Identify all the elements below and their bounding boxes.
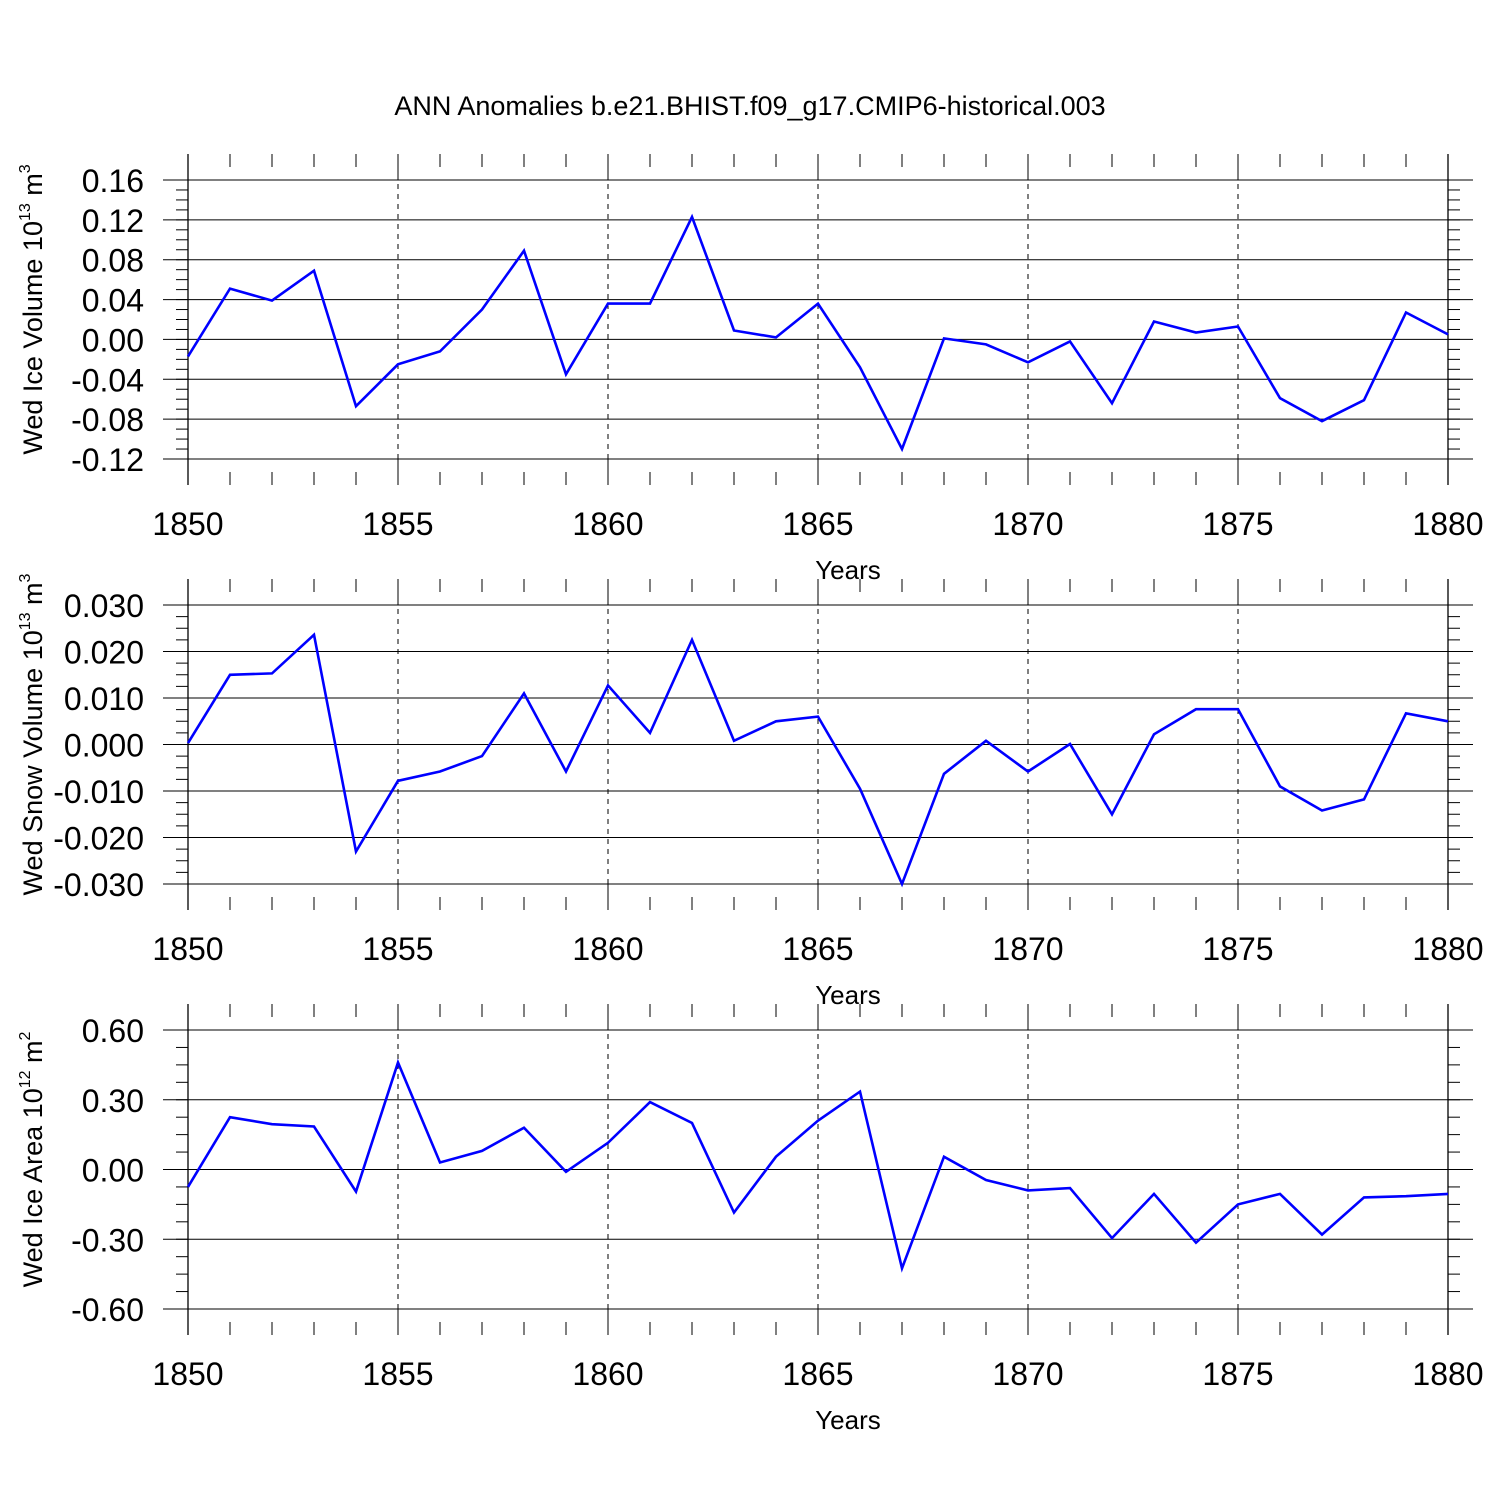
y-tick-label: 0.08: [82, 243, 144, 279]
y-tick-label: -0.04: [71, 362, 144, 398]
series-line: [186, 1058, 1449, 1273]
x-tick-label: 1855: [362, 1356, 433, 1392]
y-tick-label: -0.60: [71, 1292, 144, 1328]
y-tick-label: -0.030: [53, 867, 144, 903]
x-axis-label: Years: [815, 1405, 881, 1435]
x-tick-label: 1860: [572, 506, 643, 542]
x-tick-label: 1875: [1202, 506, 1273, 542]
y-tick-label: 0.000: [64, 728, 144, 764]
x-tick-label: 1850: [152, 506, 223, 542]
y-tick-label: 0.04: [82, 283, 144, 319]
y-axis-label-main: Wed Ice Volume 10: [18, 221, 48, 455]
x-tick-label: 1880: [1412, 506, 1483, 542]
y-axis-label-unit: m: [18, 173, 48, 203]
y-tick-label: 0.16: [82, 163, 144, 199]
x-tick-label: 1860: [572, 931, 643, 967]
x-tick-label: 1870: [992, 931, 1063, 967]
y-axis-label-exponent: 13: [17, 203, 34, 221]
x-tick-label: 1865: [782, 931, 853, 967]
x-axis-label: Years: [815, 555, 881, 585]
y-tick-label: 0.020: [64, 635, 144, 671]
x-tick-label: 1880: [1412, 931, 1483, 967]
y-axis-label-unit-exponent: 3: [17, 164, 34, 173]
x-tick-label: 1875: [1202, 1356, 1273, 1392]
x-tick-label: 1880: [1412, 1356, 1483, 1392]
y-axis-label-unit-exponent: 2: [17, 1031, 34, 1040]
x-tick-label: 1850: [152, 1356, 223, 1392]
y-axis-label-unit: m: [18, 582, 48, 612]
y-tick-label: 0.010: [64, 681, 144, 717]
chart-title: ANN Anomalies b.e21.BHIST.f09_g17.CMIP6-…: [394, 91, 1105, 121]
y-axis-label: Wed Snow Volume 1013 m3: [17, 573, 48, 895]
y-tick-label: -0.020: [53, 821, 144, 857]
y-tick-label: -0.010: [53, 774, 144, 810]
x-axis-label: Years: [815, 980, 881, 1010]
y-tick-label: 0.00: [82, 322, 144, 358]
x-tick-label: 1870: [992, 506, 1063, 542]
x-tick-label: 1870: [992, 1356, 1063, 1392]
y-tick-label: 0.12: [82, 203, 144, 239]
x-tick-label: 1865: [782, 1356, 853, 1392]
panel-ice-area: -0.60 -0.30 0.00 0.30 0.60 1850 1855 1860 1865 18…: [17, 1004, 1484, 1435]
x-tick-label: 1860: [572, 1356, 643, 1392]
y-axis-label-unit-exponent: 3: [17, 573, 34, 582]
panel-ice-volume: -0.12 -0.08 -0.04 0.000.04 0.08 0.12 0.16 1850 1…: [17, 154, 1484, 585]
series-line: [186, 632, 1449, 888]
y-tick-label: -0.30: [71, 1222, 144, 1258]
y-axis-label-main: Wed Snow Volume 10: [18, 630, 48, 895]
x-tick-label: 1875: [1202, 931, 1273, 967]
y-tick-label: 0.30: [82, 1083, 144, 1119]
x-tick-label: 1865: [782, 506, 853, 542]
x-tick-label: 1850: [152, 931, 223, 967]
x-tick-label: 1855: [362, 506, 433, 542]
y-axis-label-main: Wed Ice Area 10: [18, 1088, 48, 1287]
y-axis-label-exponent: 13: [17, 612, 34, 630]
y-axis-label-exponent: 12: [17, 1070, 34, 1088]
x-tick-label: 1855: [362, 931, 433, 967]
y-tick-label: 0.030: [64, 588, 144, 624]
y-tick-label: -0.08: [71, 402, 144, 438]
y-axis-label: Wed Ice Area 1012 m2: [17, 1031, 48, 1287]
y-tick-label: -0.12: [71, 442, 144, 478]
series-line: [186, 213, 1449, 453]
y-tick-label: 0.60: [82, 1013, 144, 1049]
panel-snow-volume: -0.030 -0.020 -0.010 0.000 0.010 0.020 0.030 18…: [17, 573, 1484, 1010]
y-axis-label: Wed Ice Volume 1013 m3: [17, 164, 48, 454]
y-tick-label: 0.00: [82, 1153, 144, 1189]
y-axis-label-unit: m: [18, 1040, 48, 1070]
